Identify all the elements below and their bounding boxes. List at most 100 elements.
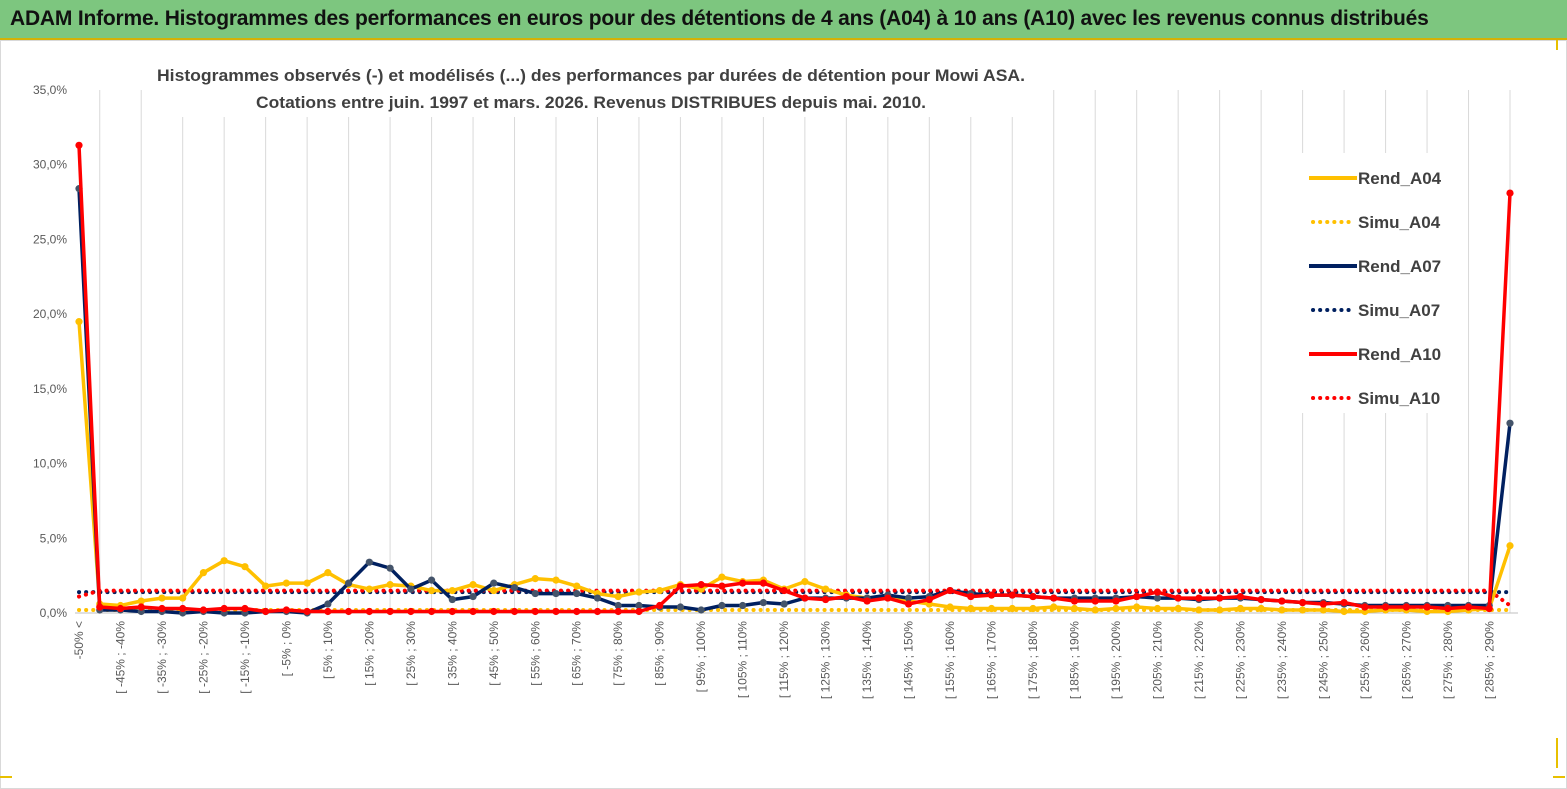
point-rend-a07 (573, 589, 581, 598)
point-rend-a10 (1257, 595, 1265, 604)
series-line-simu-a10 (77, 588, 1512, 608)
x-tick-label: [ -45% ; -40% (113, 621, 127, 694)
x-tick-label: [ 55% ; 60% (528, 621, 542, 686)
x-tick-label: [ 35% ; 40% (445, 621, 459, 686)
legend-label-simu-a04: Simu_A04 (1358, 213, 1441, 232)
point-rend-a07 (510, 583, 519, 592)
point-rend-a04 (490, 586, 498, 595)
point-rend-a04 (1112, 604, 1120, 613)
report-title: ADAM Informe. Histogrammes des performan… (10, 7, 1429, 30)
point-rend-a04 (1257, 604, 1265, 613)
point-rend-a04 (1299, 606, 1307, 614)
point-rend-a10 (1050, 594, 1058, 602)
point-rend-a07 (614, 601, 622, 610)
x-tick-label: [ 75% ; 80% (611, 621, 625, 686)
point-rend-a10 (739, 579, 747, 587)
point-rend-a04 (303, 579, 311, 587)
series-line-rend-a10 (77, 145, 1512, 614)
legend-label-simu-a10: Simu_A10 (1358, 389, 1440, 408)
point-rend-a04 (656, 586, 664, 595)
point-rend-a04 (75, 318, 83, 326)
point-rend-a10 (614, 607, 622, 616)
x-tick-label: [ -35% ; -30% (155, 621, 169, 694)
point-rend-a04 (1506, 542, 1514, 550)
point-rend-a04 (1050, 603, 1058, 611)
chart-title-line-1: Histogrammes observés (-) et modélisés (… (157, 66, 1025, 85)
point-rend-a04 (1153, 604, 1162, 613)
x-tick-label: [ 285% ; 290% (1482, 621, 1496, 699)
chart-title-line-2: Cotations entre juin. 1997 et mars. 2026… (256, 93, 926, 112)
x-tick-label: [ 95% ; 100% (694, 621, 708, 693)
point-rend-a10 (987, 591, 996, 599)
point-rend-a10 (1402, 603, 1410, 611)
frame-corner-bottom-right (1553, 776, 1565, 778)
point-rend-a07 (324, 600, 332, 608)
point-rend-a10 (199, 606, 208, 614)
title-background (151, 59, 1036, 117)
x-tick-label: [ 155% ; 160% (943, 621, 957, 699)
point-rend-a04 (635, 588, 643, 596)
chart-area: 0,0% 5,0% 10,0% 15,0% 20,0% 25,0% 30,0% 35,0% -5… (0, 40, 1567, 789)
point-rend-a04 (946, 603, 954, 611)
x-tick-label: [ 275% ; 280% (1441, 621, 1455, 699)
point-rend-a04 (573, 582, 581, 590)
point-rend-a07 (386, 564, 394, 572)
frame-corner-right-vertical (1556, 40, 1558, 50)
point-rend-a10 (1112, 597, 1120, 605)
x-tick-label: [ 215% ; 220% (1192, 621, 1206, 699)
point-rend-a10 (1153, 588, 1162, 596)
point-rend-a10 (1381, 603, 1390, 611)
point-rend-a07 (759, 598, 767, 607)
point-rend-a04 (158, 594, 166, 602)
point-rend-a10 (573, 607, 581, 616)
x-tick-label: [ 265% ; 270% (1399, 621, 1413, 699)
point-rend-a10 (1444, 604, 1452, 613)
point-rend-a10 (448, 607, 456, 616)
point-rend-a10 (780, 586, 788, 595)
point-rend-a10 (967, 592, 975, 601)
point-rend-a07 (365, 558, 373, 566)
point-rend-a07 (718, 601, 726, 610)
frame-corner-bottom-left (0, 776, 12, 778)
y-tick-label: 0,0% (40, 606, 68, 620)
x-tick-label: [ 115% ; 120% (777, 621, 791, 698)
x-tick-label: [ 125% ; 130% (819, 621, 833, 699)
point-rend-a10 (842, 592, 850, 601)
point-rend-a10 (1299, 598, 1307, 607)
point-rend-a10 (863, 597, 871, 605)
point-rend-a07 (469, 592, 477, 601)
point-rend-a04 (1195, 606, 1203, 614)
point-rend-a04 (1029, 604, 1037, 613)
point-rend-a07 (635, 601, 643, 610)
point-rend-a04 (448, 586, 456, 595)
point-rend-a10 (925, 595, 933, 604)
x-tick-label: [ 205% ; 210% (1150, 621, 1164, 699)
x-tick-label: [ -5% ; 0% (279, 621, 293, 677)
x-tick-label: [ 135% ; 140% (860, 621, 874, 699)
y-tick-label: 15,0% (33, 382, 67, 396)
point-rend-a10 (490, 607, 498, 616)
point-rend-a10 (116, 604, 125, 613)
point-rend-a07 (552, 589, 560, 598)
y-tick-label: 20,0% (33, 307, 67, 321)
point-rend-a04 (1070, 604, 1079, 613)
y-tick-label: 30,0% (33, 158, 67, 172)
point-rend-a10 (510, 607, 519, 616)
legend-label-rend-a04: Rend_A04 (1358, 169, 1442, 188)
point-rend-a10 (635, 607, 643, 616)
point-rend-a10 (179, 604, 187, 613)
legend-label-rend-a07: Rend_A07 (1358, 257, 1441, 276)
point-rend-a04 (282, 579, 290, 587)
point-rend-a04 (614, 592, 622, 601)
point-rend-a10 (904, 600, 913, 608)
point-rend-a10 (531, 607, 539, 616)
point-rend-a10 (1278, 597, 1286, 605)
point-rend-a10 (1070, 597, 1079, 605)
point-rend-a04 (801, 578, 809, 586)
x-tick-label: [ 45% ; 50% (487, 621, 501, 686)
y-tick-label: 10,0% (33, 457, 67, 471)
point-rend-a10 (303, 607, 311, 616)
point-rend-a04 (324, 569, 332, 577)
point-rend-a04 (1133, 603, 1141, 611)
point-rend-a10 (1506, 189, 1514, 197)
